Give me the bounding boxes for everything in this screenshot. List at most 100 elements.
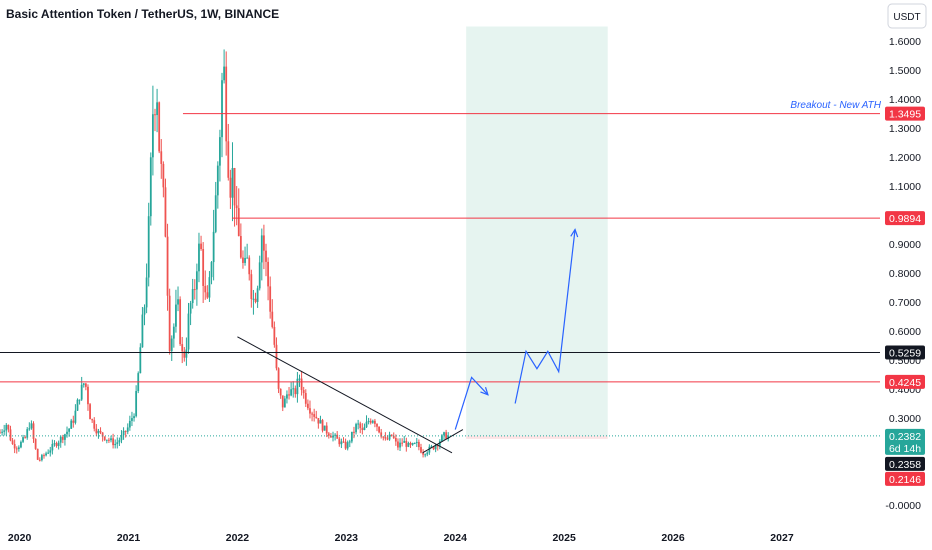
candle-body: [17, 447, 20, 450]
candle-body: [344, 441, 347, 449]
candle-body: [369, 420, 372, 423]
candle-body: [376, 423, 378, 427]
candle-body: [321, 420, 324, 431]
candle-body: [294, 388, 297, 395]
x-tick-label: 2022: [226, 532, 250, 544]
candle-body: [327, 433, 330, 436]
candle-body: [84, 383, 87, 387]
price-badge: 0.2358: [889, 459, 921, 471]
price-badge-bg: [885, 456, 925, 471]
candle-body: [441, 435, 443, 442]
candle-body: [64, 434, 66, 440]
candle-body: [15, 448, 18, 450]
last-price-badge: 0.2382: [889, 431, 921, 443]
candle-body: [407, 442, 410, 447]
candle-body: [141, 314, 144, 348]
candle-body: [156, 102, 158, 116]
candle-body: [202, 249, 205, 286]
candle-body: [336, 434, 339, 439]
candle-body: [212, 231, 215, 263]
y-tick-label: 0.6000: [889, 326, 921, 338]
candle-body: [91, 419, 94, 421]
currency-button[interactable]: [887, 3, 927, 29]
candle-body: [405, 440, 408, 447]
candle-body: [340, 441, 343, 445]
candle-body: [43, 455, 45, 457]
candle-body: [45, 453, 47, 456]
candle-body: [191, 289, 194, 304]
x-tick-label: 2021: [117, 532, 141, 544]
candle-body: [97, 430, 100, 434]
y-tick-label: 0.9000: [889, 239, 921, 251]
candle-body: [246, 257, 249, 259]
currency-selector[interactable]: USDT: [887, 3, 927, 29]
candle-body: [57, 442, 60, 446]
candle-body: [101, 432, 104, 437]
candle-body: [330, 435, 332, 438]
candle-body: [118, 440, 121, 443]
candle-body: [306, 403, 309, 409]
candle-body: [260, 235, 263, 263]
target-zones: [466, 26, 608, 439]
candle-body: [447, 435, 450, 440]
candle-body: [302, 390, 305, 394]
candle-body: [363, 427, 366, 430]
candle-body: [361, 428, 364, 430]
candle-body: [262, 235, 265, 251]
candle-body: [233, 168, 236, 206]
candle-body: [231, 168, 234, 198]
candle-body: [11, 440, 14, 445]
candle-body: [384, 437, 387, 439]
candle-body: [204, 285, 207, 293]
candle-body: [390, 434, 393, 436]
candle-body: [355, 424, 357, 433]
projection-path: [514, 229, 576, 404]
trendline: [237, 336, 453, 454]
candle-body: [401, 442, 404, 444]
candle-body: [392, 435, 395, 438]
y-tick-label: 1.2000: [889, 152, 921, 164]
candle-body: [108, 439, 110, 441]
candle-body: [0, 432, 1, 434]
candle-body: [438, 441, 441, 446]
candle-body: [40, 455, 43, 461]
candle-body: [214, 195, 217, 232]
candle-body: [269, 286, 272, 312]
currency-label: USDT: [893, 12, 920, 23]
candle-body: [55, 443, 58, 446]
candle-body: [350, 431, 353, 442]
candle-body: [229, 177, 232, 198]
candle-body: [131, 418, 133, 421]
candle-body: [323, 425, 326, 431]
candle-body: [198, 243, 200, 272]
candle-body: [78, 399, 81, 401]
candle-body: [397, 441, 399, 448]
candle-body: [53, 443, 56, 445]
candle-body: [61, 436, 64, 440]
candle-body: [346, 442, 349, 449]
candle-body: [164, 187, 167, 237]
y-tick-label: 0.7000: [889, 297, 921, 309]
candle-body: [367, 420, 370, 422]
target-zone: [466, 26, 608, 436]
candle-body: [145, 277, 148, 308]
candle-body: [105, 439, 108, 441]
candle-body: [51, 443, 54, 451]
candle-body: [348, 441, 351, 443]
candle-body: [126, 427, 129, 432]
projection-arrowhead: [480, 386, 489, 396]
candle-body: [70, 420, 73, 429]
support-line: [422, 429, 464, 454]
candle-body: [317, 418, 320, 424]
candle-body: [292, 388, 295, 390]
candle-body: [304, 393, 307, 404]
y-tick-label: 1.6000: [889, 36, 921, 48]
candle-body: [13, 444, 16, 449]
candle-body: [338, 438, 341, 445]
candle-body: [275, 344, 278, 369]
candle-body: [388, 434, 391, 440]
candle-body: [386, 438, 389, 440]
candle-body: [59, 436, 62, 443]
